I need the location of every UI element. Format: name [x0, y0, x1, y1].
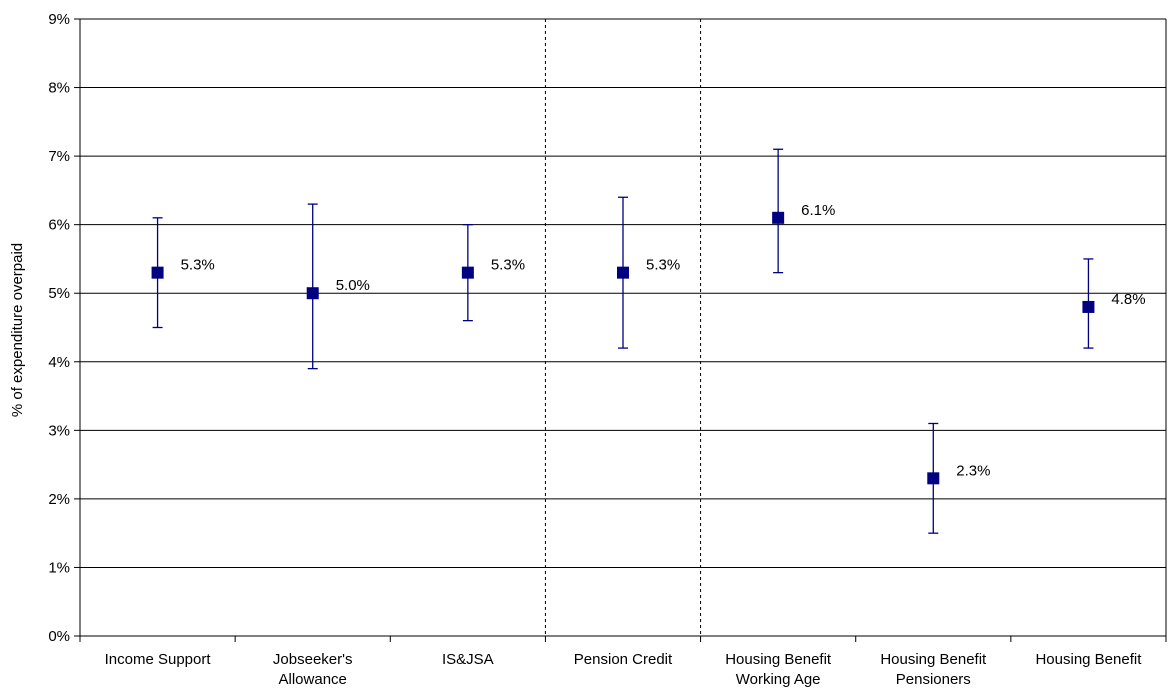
y-tick-label: 3%: [48, 422, 70, 439]
data-labels: 5.3% 5.0% 5.3% 5.3% 6.1% 2.3% 4.8%: [181, 202, 1146, 480]
x-category-label: Jobseeker's Allowance: [273, 651, 353, 688]
error-bar-point: [617, 196, 629, 349]
y-tick-label: 1%: [48, 559, 70, 576]
error-bar-point: [927, 422, 940, 534]
point-marker: [927, 472, 940, 485]
data-label: 2.3%: [956, 462, 990, 479]
x-category-label: Pension Credit: [574, 651, 673, 668]
x-category-labels: Income Support Jobseeker's Allowance IS&JSA…: [105, 651, 1143, 688]
y-axis-title: % of expenditure overpaid: [9, 243, 26, 417]
y-tick-label: 8%: [48, 80, 70, 97]
point-marker: [151, 266, 164, 279]
point-marker: [772, 211, 785, 224]
x-category-label: Income Support: [105, 651, 212, 668]
x-category-label: Housing Benefit Pensioners: [880, 651, 987, 688]
error-bar-point: [1082, 258, 1095, 349]
point-marker: [617, 266, 629, 279]
x-category-label: Housing Benefit: [1035, 651, 1142, 668]
data-label: 5.3%: [646, 257, 680, 274]
point-marker: [1082, 300, 1095, 313]
y-tick-label: 5%: [48, 285, 70, 302]
error-bar-point: [772, 148, 785, 274]
group-separators: [544, 19, 702, 636]
error-bar-point: [306, 203, 319, 370]
y-tick-label: 0%: [48, 628, 70, 645]
y-tick-label: 6%: [48, 217, 70, 234]
error-bar-point: [461, 224, 474, 322]
x-category-label: IS&JSA: [442, 651, 494, 668]
y-tick-label: 2%: [48, 491, 70, 508]
point-marker: [306, 287, 319, 300]
y-tick-label: 4%: [48, 354, 70, 371]
y-tick-label: 9%: [48, 11, 70, 28]
data-label: 5.0%: [336, 277, 370, 294]
data-label: 5.3%: [181, 257, 215, 274]
y-tick-label: 7%: [48, 148, 70, 165]
point-marker: [461, 266, 474, 279]
error-bar-point: [151, 217, 164, 329]
series-error-bars: [151, 148, 1095, 534]
data-label: 5.3%: [491, 257, 525, 274]
x-category-label: Housing Benefit Working Age: [725, 651, 832, 688]
data-label: 4.8%: [1111, 291, 1145, 308]
y-tick-labels: 0% 1% 2% 3% 4% 5% 6% 7% 8% 9%: [48, 11, 70, 645]
data-label: 6.1%: [801, 202, 835, 219]
axes: [74, 18, 1167, 642]
